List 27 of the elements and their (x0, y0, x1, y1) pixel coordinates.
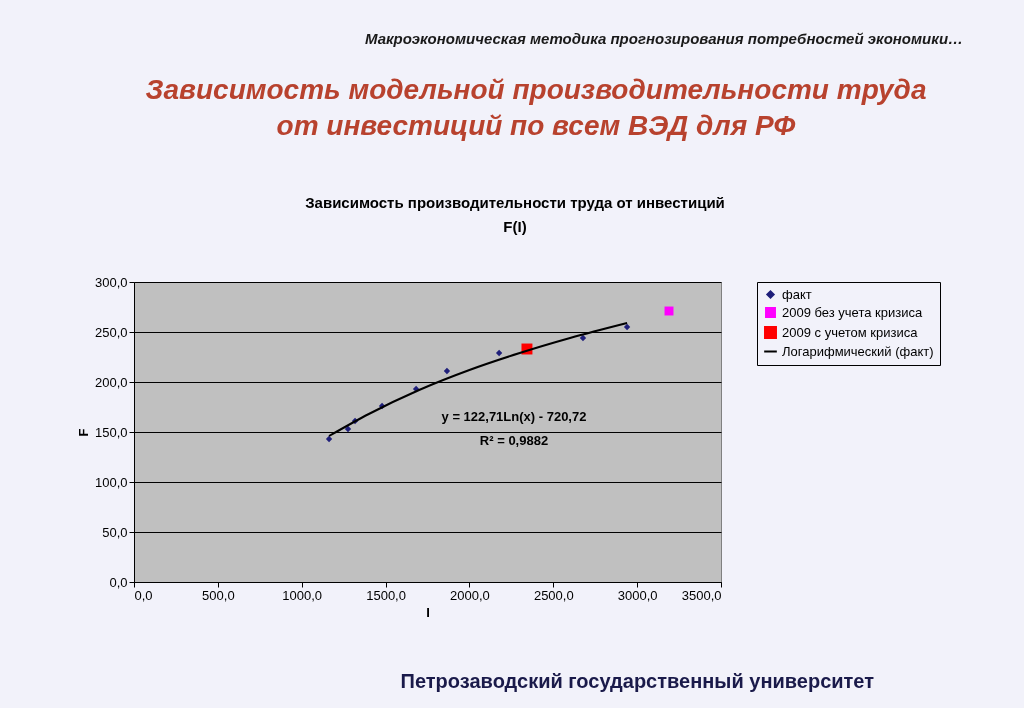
chart-subtitle: Зависимость производительности труда от инвестиций F(I) (305, 194, 725, 235)
y-tick-label: 50,0 (102, 524, 128, 540)
y-tick-label: 100,0 (94, 474, 128, 490)
x-tick-label: 2500,0 (533, 587, 574, 603)
y-axis-title: F (75, 428, 91, 437)
legend-label: 2009 без учета кризиса (782, 304, 923, 320)
annotation: y = 122,71Ln(x) - 720,72 (441, 409, 587, 424)
y-tick-label: 150,0 (94, 424, 128, 440)
chart-title: Зависимость модельной производительности труда от инвестиций по всем ВЭД для РФ (145, 74, 927, 141)
x-tick-label: 3000,0 (617, 587, 658, 603)
y-tick-label: 0,0 (109, 574, 128, 590)
annotation: R² = 0,9882 (479, 433, 549, 448)
x-tick-label: 0,0 (134, 587, 153, 603)
y-tick-label: 250,0 (94, 324, 128, 340)
y-tick-label: 300,0 (94, 274, 128, 290)
legend-label: 2009 с учетом кризиса (782, 324, 919, 340)
text: Петрозаводский государственный университет (400, 670, 875, 692)
legend-label: факт (782, 286, 812, 302)
y-tick-label: 200,0 (94, 374, 128, 390)
x-tick-label: 500,0 (202, 587, 235, 603)
legend-label: Логарифмический (факт) (782, 343, 934, 359)
x-tick-label: 3500,0 (681, 587, 722, 603)
x-axis-title: I (426, 604, 430, 620)
x-tick-label: 1500,0 (366, 587, 406, 603)
text: Макроэкономическая методика прогнозирования потребностей экономики… (364, 30, 964, 47)
x-tick-label: 1000,0 (282, 587, 323, 603)
x-tick-label: 2000,0 (450, 587, 490, 603)
